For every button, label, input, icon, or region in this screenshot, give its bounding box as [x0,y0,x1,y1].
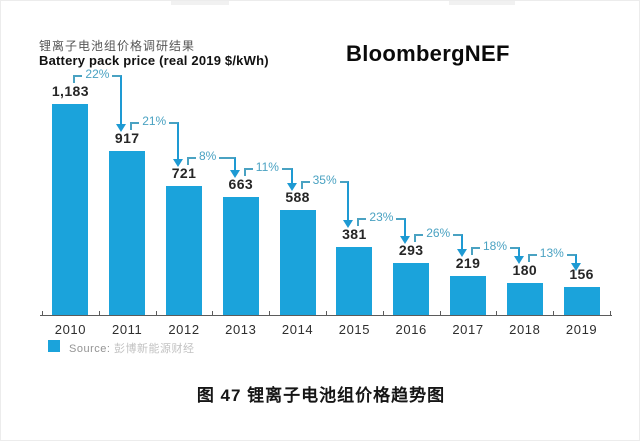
bracket-tick [130,122,140,130]
source-name: 彭博新能源财经 [113,343,195,355]
x-axis-tick [42,311,43,316]
down-arrow-icon [513,256,524,264]
bracket-tick [471,247,480,255]
source-line: Source: 彭博新能源财经 [69,340,194,356]
pct-drop-annotation: 21% [130,115,183,167]
pct-drop-annotation: 22% [73,68,127,132]
figure-caption: 图 47 锂离子电池组价格趋势图 [196,386,446,405]
bar-value-label: 588 [285,189,310,205]
top-crop-artifact [449,1,515,5]
pct-drop-annotation: 26% [414,227,467,257]
bracket-tick [73,75,83,83]
bar-value-label: 663 [228,176,254,192]
legend-swatch [48,340,60,352]
x-axis-tick [382,311,384,316]
pct-drop-label: 11% [255,160,279,174]
bracket-line [112,75,127,132]
year-label-2014: 2014 [281,322,314,337]
x-axis-tick [98,311,100,316]
year-label-2019: 2019 [565,322,598,337]
pct-drop-label: 26% [426,226,451,240]
bar-2010 [52,104,89,315]
chart-title-english: Battery pack price (real 2019 $/kWh) [39,53,269,68]
x-axis-tick [269,311,271,316]
top-crop-artifact [171,1,229,5]
x-axis-tick [212,311,214,316]
pct-drop-annotation: 11% [243,161,297,191]
bracket-tick [187,157,196,165]
bar-value-label: 293 [398,242,424,258]
bracket-line [281,168,297,191]
pct-drop-label: 13% [539,246,564,260]
bloombergnef-logo: BloombergNEF [346,41,510,66]
down-arrow-icon [400,236,411,244]
bracket-line [219,157,240,178]
bar-2019 [563,287,600,315]
down-arrow-icon [343,220,354,228]
pct-drop-label: 35% [312,173,337,187]
bar-value-label: 180 [512,262,538,278]
bracket-line [396,218,411,244]
bar-2012 [166,186,202,315]
bar-2016 [393,263,430,315]
bar-value-label: 917 [114,130,140,146]
pct-drop-label: 21% [142,114,167,128]
year-label-2016: 2016 [395,322,427,337]
bracket-tick [414,234,424,242]
bracket-line [453,234,467,257]
bar-value-label: 381 [342,226,367,242]
x-axis-tick [553,311,555,316]
bracket-line [566,254,581,271]
bar-2015 [336,247,373,315]
pct-drop-annotation: 13% [527,247,581,271]
year-label-2013: 2013 [225,322,257,337]
pct-drop-label: 22% [85,67,110,81]
bracket-tick [527,254,537,262]
bracket-line [339,181,354,228]
pct-drop-annotation: 23% [357,211,411,244]
bar-2013 [222,197,259,315]
bar-2011 [109,151,146,315]
year-label-2018: 2018 [509,322,541,337]
x-axis-tick [610,311,611,316]
bracket-tick [357,218,367,226]
bracket-line [510,247,524,264]
x-axis-tick [155,311,157,316]
pct-drop-label: 8% [199,149,217,163]
bracket-tick [243,168,253,176]
down-arrow-icon [172,159,183,167]
year-label-2015: 2015 [338,322,371,337]
x-axis-tick [439,311,441,316]
pct-drop-label: 18% [483,239,508,253]
bar-value-label: 219 [455,255,481,271]
bracket-line [169,122,183,167]
bar-value-label: 1,183 [51,83,89,99]
bar-2014 [279,210,316,315]
bar-value-label: 721 [171,165,197,181]
bar-2018 [506,283,543,315]
bar-2017 [450,276,486,315]
down-arrow-icon [116,124,127,132]
chart-title-chinese: 锂离子电池组价格调研结果 [39,39,196,53]
bar-value-label: 156 [569,266,594,282]
bracket-tick [300,181,310,189]
year-label-2011: 2011 [112,322,143,337]
pct-drop-annotation: 35% [300,174,354,228]
x-axis-tick [496,311,498,316]
source-label: Source: [69,343,111,355]
down-arrow-icon [286,183,297,191]
down-arrow-icon [456,249,467,257]
pct-drop-label: 23% [369,210,394,224]
pct-drop-annotation: 18% [471,240,524,264]
x-axis-tick [326,311,327,316]
year-label-2012: 2012 [168,322,200,337]
year-label-2010: 2010 [54,322,87,337]
pct-drop-annotation: 8% [187,150,240,178]
down-arrow-icon [229,170,240,178]
year-label-2017: 2017 [452,322,484,337]
down-arrow-icon [570,263,581,271]
